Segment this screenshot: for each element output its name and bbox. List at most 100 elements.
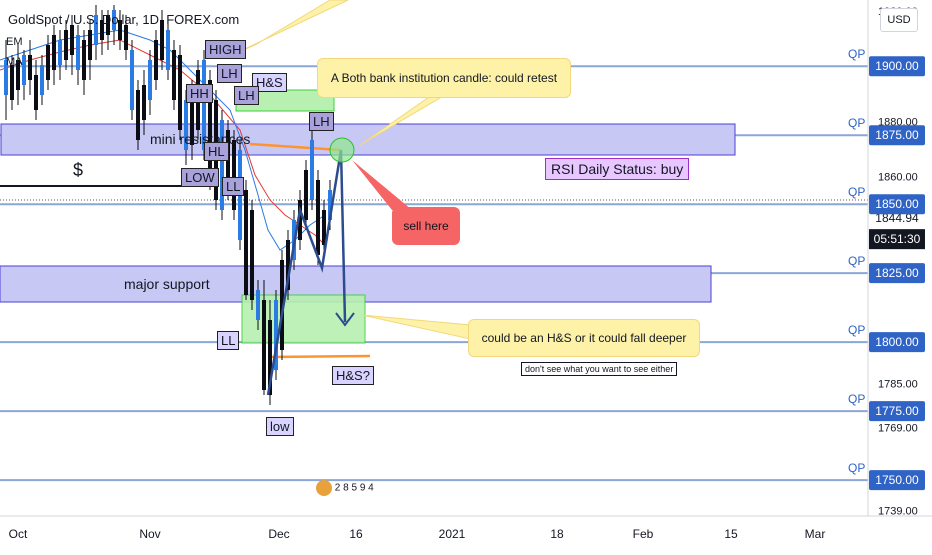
candle-body[interactable] (298, 200, 302, 240)
x-tick-label: Feb (633, 527, 654, 541)
candle-body[interactable] (148, 60, 152, 100)
candle-body[interactable] (190, 95, 194, 145)
candle-body[interactable] (316, 180, 320, 255)
symbol-title[interactable]: GoldSpot / U.S. Dollar, 1D, FOREX.com (8, 12, 240, 27)
x-tick-label: Mar (805, 527, 826, 541)
candle-body[interactable] (94, 15, 98, 45)
candle-body[interactable] (310, 140, 314, 200)
label-hs-top[interactable]: H&S (252, 73, 287, 92)
callout-sell-here[interactable]: sell here (392, 207, 460, 245)
label-high[interactable]: HIGH (205, 40, 246, 59)
event-icons[interactable]: 2 8 5 9 4 (316, 480, 374, 496)
candle-body[interactable] (142, 85, 146, 120)
time-axis[interactable] (0, 516, 868, 550)
label-lh-3[interactable]: LH (309, 112, 334, 131)
candle-body[interactable] (322, 210, 326, 245)
callout-bank-candle[interactable]: A Both bank institution candle: could re… (317, 58, 571, 98)
countdown-badge[interactable] (869, 229, 925, 250)
candle-body[interactable] (88, 30, 92, 60)
price-badge[interactable] (869, 56, 925, 77)
candle-body[interactable] (184, 100, 188, 150)
countdown-label: 05:51:30 (874, 232, 921, 246)
label-hl[interactable]: HL (204, 142, 229, 161)
currency-badge[interactable]: USD (880, 8, 918, 32)
candle-body[interactable] (220, 120, 224, 210)
candle-body[interactable] (160, 20, 164, 60)
candle-body[interactable] (10, 65, 14, 100)
flag-icon[interactable] (316, 480, 332, 496)
candle-body[interactable] (82, 40, 86, 80)
x-tick-label: Nov (139, 527, 160, 541)
label-ll-2[interactable]: LL (217, 331, 240, 350)
label-hs-question[interactable]: H&S? (332, 366, 374, 385)
candle-body[interactable] (40, 65, 44, 95)
price-badge[interactable] (869, 332, 925, 353)
note-dont-see[interactable]: don't see what you want to see either (521, 362, 678, 376)
candle-body[interactable] (154, 40, 158, 80)
label-ll-1[interactable]: LL (222, 177, 245, 196)
label-hh[interactable]: HH (186, 84, 213, 103)
target-green-box[interactable] (241, 294, 366, 344)
candle-body[interactable] (304, 170, 308, 220)
y-tick-label: 1769.00 (878, 423, 918, 435)
price-axis[interactable] (868, 0, 932, 516)
candle-body[interactable] (244, 190, 248, 295)
price-badge[interactable] (869, 470, 925, 491)
candle-body[interactable] (58, 40, 62, 65)
candle-body[interactable] (286, 240, 290, 290)
ma-indicator-label[interactable]: MA (6, 56, 23, 68)
price-badge[interactable] (869, 263, 925, 284)
candle-body[interactable] (274, 300, 278, 370)
candle-body[interactable] (46, 45, 50, 80)
candle-body[interactable] (112, 10, 116, 30)
candle-body[interactable] (208, 80, 212, 180)
candle-body[interactable] (106, 15, 110, 35)
label-dollar: $ (73, 160, 84, 180)
price-badge-label: 1800.00 (875, 335, 919, 349)
sell-point-circle[interactable] (329, 137, 355, 163)
qp-tag: QP (848, 116, 865, 130)
rsi-status-box[interactable]: RSI Daily Status: buy (545, 158, 690, 180)
candle-body[interactable] (52, 35, 56, 70)
candle-body[interactable] (22, 55, 26, 85)
price-badge-label: 1875.00 (875, 128, 919, 142)
candle-body[interactable] (268, 320, 272, 395)
candle-body[interactable] (118, 20, 122, 40)
candle-body[interactable] (70, 25, 74, 55)
callout-pointer-bottom (361, 314, 476, 341)
label-lh-1[interactable]: LH (217, 64, 242, 83)
label-low-bottom[interactable]: low (266, 417, 294, 436)
candle-body[interactable] (256, 290, 260, 320)
candle-body[interactable] (262, 300, 266, 390)
orange-neckline-top (249, 142, 341, 152)
candle-body[interactable] (100, 20, 104, 40)
ema-indicator-label[interactable]: EM (6, 36, 23, 48)
candle-body[interactable] (34, 75, 38, 110)
candle-body[interactable] (280, 260, 284, 350)
price-badge[interactable] (869, 194, 925, 215)
candle-body[interactable] (202, 60, 206, 150)
x-tick-label: Dec (268, 527, 289, 541)
candle-body[interactable] (130, 50, 134, 110)
label-low[interactable]: LOW (181, 168, 219, 187)
candle-body[interactable] (328, 190, 332, 220)
price-badge[interactable] (869, 401, 925, 422)
candle-body[interactable] (166, 30, 170, 70)
candle-body[interactable] (28, 55, 32, 80)
candle-body[interactable] (136, 90, 140, 140)
label-lh-2[interactable]: LH (234, 86, 259, 105)
price-badge[interactable] (869, 125, 925, 146)
callout-hs-or-deeper[interactable]: could be an H&S or it could fall deeper (468, 319, 700, 357)
candle-body[interactable] (64, 30, 68, 60)
candle-body[interactable] (172, 50, 176, 100)
candle-body[interactable] (178, 55, 182, 130)
candle-body[interactable] (76, 35, 80, 70)
candle-body[interactable] (4, 60, 8, 95)
candle-body[interactable] (16, 60, 20, 90)
candle-body[interactable] (232, 140, 236, 210)
candle-body[interactable] (124, 25, 128, 50)
qp-tag: QP (848, 323, 865, 337)
candle-body[interactable] (250, 210, 254, 300)
